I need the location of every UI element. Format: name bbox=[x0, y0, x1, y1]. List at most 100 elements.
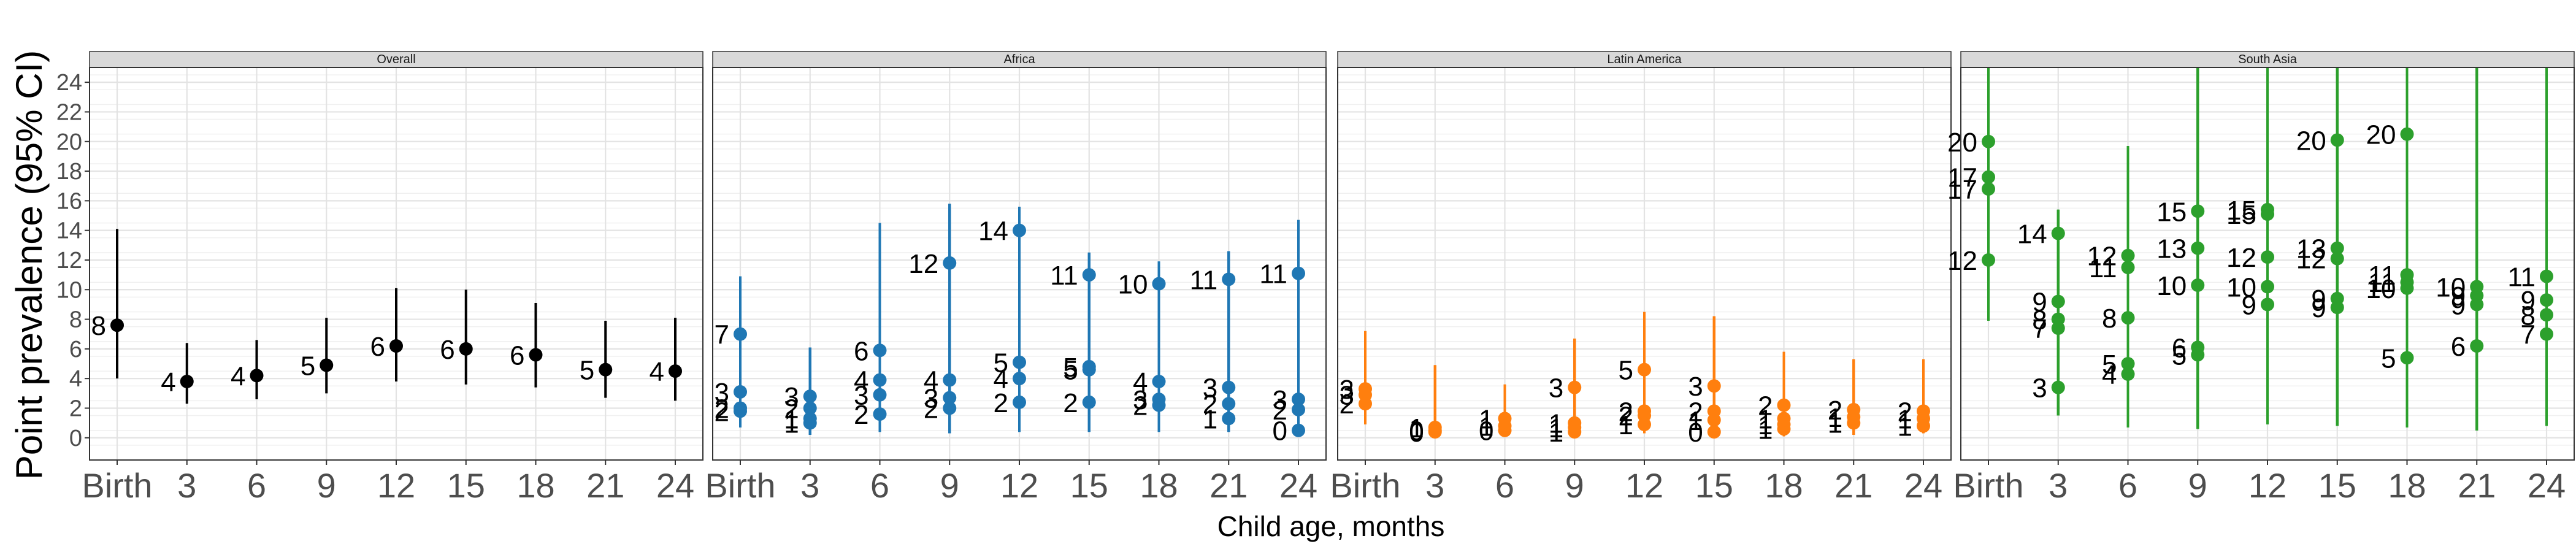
data-point bbox=[2540, 327, 2553, 341]
point-label: 2 bbox=[1828, 396, 1842, 426]
data-point bbox=[2540, 293, 2553, 307]
point-label: 20 bbox=[2296, 126, 2326, 156]
data-point bbox=[1917, 419, 1930, 433]
x-tick-label: 12 bbox=[1000, 466, 1038, 505]
data-point bbox=[1847, 416, 1861, 430]
point-label: 2 bbox=[715, 397, 729, 427]
x-tick-label: 18 bbox=[1140, 466, 1178, 505]
data-point bbox=[1982, 182, 1995, 196]
data-point bbox=[1292, 402, 1305, 416]
x-tick-label: 21 bbox=[1209, 466, 1248, 505]
facet-strip bbox=[1960, 51, 2575, 68]
point-label: 9 bbox=[2521, 286, 2536, 316]
data-point bbox=[1222, 412, 1236, 426]
data-point bbox=[1498, 423, 1512, 437]
point-label: 9 bbox=[2311, 293, 2326, 323]
y-tick-label: 24 bbox=[56, 70, 82, 96]
point-label: 1 bbox=[1898, 404, 1912, 434]
x-tick-label: 18 bbox=[1765, 466, 1803, 505]
point-label: 3 bbox=[854, 381, 868, 411]
point-label: 0 bbox=[1409, 418, 1424, 448]
x-tick-label: 6 bbox=[2118, 466, 2137, 505]
point-label: 2 bbox=[994, 388, 1008, 418]
x-tick-label: 3 bbox=[177, 466, 196, 505]
point-label: 17 bbox=[1947, 163, 1977, 193]
point-label: 4 bbox=[1133, 367, 1148, 397]
data-point bbox=[2121, 311, 2135, 325]
point-label: 5 bbox=[2381, 343, 2396, 374]
x-tick-label: 24 bbox=[656, 466, 694, 505]
x-tick-label: 3 bbox=[800, 466, 819, 505]
data-point bbox=[1359, 397, 1372, 411]
data-point bbox=[1777, 398, 1791, 412]
point-label: 2 bbox=[1619, 402, 1633, 432]
point-label: 8 bbox=[2102, 304, 2117, 334]
y-tick-label: 8 bbox=[69, 307, 82, 333]
point-label: 2 bbox=[854, 400, 868, 430]
facet-strip bbox=[89, 51, 703, 68]
data-point bbox=[1013, 395, 1026, 409]
point-label: 4 bbox=[854, 366, 868, 396]
point-label: 0 bbox=[1273, 416, 1287, 447]
data-point bbox=[2121, 367, 2135, 381]
x-tick-label: 18 bbox=[2388, 466, 2426, 505]
point-label: 10 bbox=[2366, 274, 2396, 304]
data-point bbox=[2261, 250, 2274, 264]
point-label: 6 bbox=[510, 341, 524, 371]
data-point bbox=[2400, 281, 2414, 295]
panel-border bbox=[1337, 67, 1952, 461]
y-tick-label: 12 bbox=[56, 248, 82, 274]
data-point bbox=[734, 404, 747, 418]
point-label: 6 bbox=[370, 332, 385, 362]
data-point bbox=[2470, 297, 2484, 312]
data-point bbox=[1982, 253, 1995, 267]
point-label: 11 bbox=[2368, 261, 2396, 291]
y-tick-label: 10 bbox=[56, 277, 82, 303]
x-tick-label: 18 bbox=[516, 466, 554, 505]
data-point bbox=[459, 342, 473, 356]
x-tick-label: Birth bbox=[1953, 466, 2023, 505]
data-point bbox=[1222, 272, 1236, 286]
facet-title: Latin America bbox=[1607, 53, 1682, 66]
data-point bbox=[2330, 241, 2344, 255]
point-label: 11 bbox=[1050, 261, 1078, 291]
point-label: 11 bbox=[2368, 268, 2396, 298]
point-label: 1 bbox=[1203, 404, 1217, 434]
data-point bbox=[1013, 223, 1026, 237]
point-label: 4 bbox=[994, 364, 1008, 394]
x-tick-label: 6 bbox=[1495, 466, 1514, 505]
point-label: 0 bbox=[1409, 416, 1424, 447]
data-point bbox=[2261, 280, 2274, 294]
data-point bbox=[1292, 392, 1305, 406]
point-label: 10 bbox=[1118, 270, 1148, 300]
point-label: 0 bbox=[1688, 418, 1703, 448]
point-label: 1 bbox=[1549, 413, 1563, 443]
y-tick-label: 0 bbox=[69, 426, 82, 451]
data-point bbox=[803, 416, 817, 430]
data-point bbox=[2051, 294, 2065, 309]
data-point bbox=[2400, 127, 2414, 141]
data-point bbox=[320, 358, 334, 372]
point-label: 13 bbox=[2156, 234, 2187, 264]
data-point bbox=[943, 401, 957, 415]
point-label: 3 bbox=[1340, 375, 1354, 405]
data-point bbox=[2330, 301, 2344, 315]
point-label: 6 bbox=[2172, 333, 2187, 363]
point-label: 1 bbox=[784, 409, 799, 439]
point-label: 5 bbox=[2172, 341, 2187, 371]
point-label: 5 bbox=[1619, 356, 1633, 386]
data-point bbox=[2261, 207, 2274, 221]
point-label: 4 bbox=[2102, 360, 2117, 390]
data-point bbox=[2051, 380, 2065, 394]
point-label: 11 bbox=[1190, 265, 1218, 295]
panel-border bbox=[712, 67, 1327, 461]
point-label: 3 bbox=[1688, 372, 1703, 402]
data-point bbox=[1152, 398, 1166, 412]
point-label: 12 bbox=[2296, 245, 2326, 275]
point-label: 4 bbox=[924, 366, 938, 396]
x-tick-label: 15 bbox=[1695, 466, 1733, 505]
point-label: 15 bbox=[2156, 197, 2187, 227]
